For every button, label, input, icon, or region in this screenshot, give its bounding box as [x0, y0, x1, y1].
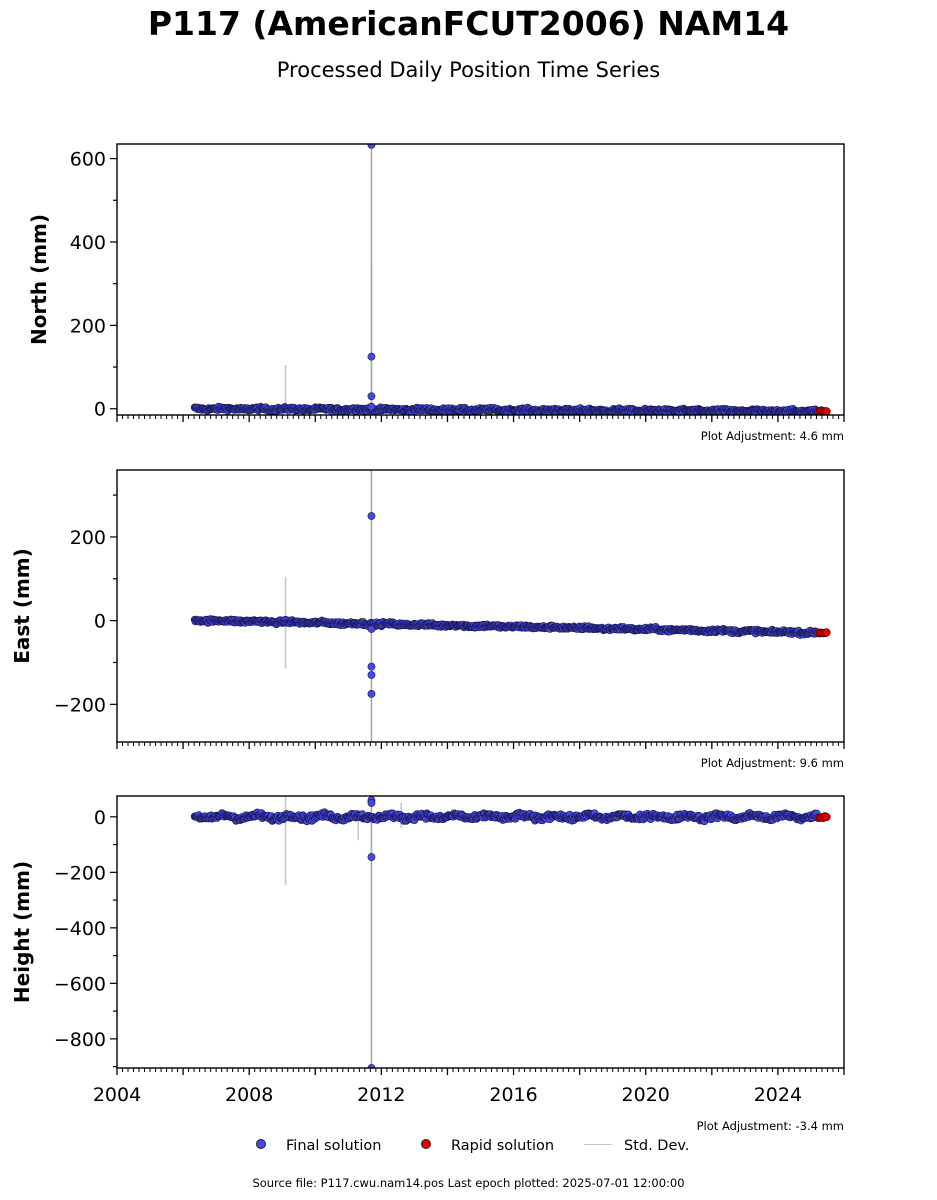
rapid-solution-marker	[421, 1139, 431, 1149]
final-solution-outlier	[367, 512, 376, 520]
y-tick-label: 200	[70, 315, 106, 337]
chart-subtitle: Processed Daily Position Time Series	[276, 58, 661, 82]
final-solution-outlier	[367, 144, 376, 149]
final-solution-outlier	[367, 352, 376, 361]
final-solution-outlier	[367, 662, 376, 671]
source-footer: Source file: P117.cwu.nam14.pos Last epo…	[252, 1176, 685, 1190]
y-tick-label: 0	[94, 399, 106, 421]
y-tick-label: 600	[70, 149, 106, 171]
x-tick-label: 2024	[754, 1084, 802, 1106]
final-solution-outlier	[367, 689, 376, 698]
y-tick-label: −200	[54, 694, 106, 716]
rapid-solution-point	[822, 407, 831, 415]
y-axis-label: North (mm)	[27, 214, 51, 345]
panel-north: 0 200 400 600 North (mm) Plot Adjustment: 4.6…	[27, 143, 845, 443]
y-axis-label: Height (mm)	[10, 861, 34, 1003]
final-solution-outlier	[367, 625, 376, 633]
legend-rapid-label: Rapid solution	[451, 1138, 555, 1154]
final-solution-outlier	[367, 1064, 376, 1068]
panel-data-height	[190, 796, 831, 1068]
y-tick-label: 0	[94, 611, 106, 633]
final-solution-outlier	[367, 799, 376, 807]
x-tick-label: 2012	[357, 1084, 405, 1106]
panel-height: −800 −600 −400 −200 0 2004 2008 2012 2016 2020 202…	[10, 795, 845, 1133]
final-solution-outlier	[367, 392, 376, 401]
rapid-solution-point	[822, 628, 831, 637]
panel-frame	[116, 469, 845, 743]
y-tick-label: 0	[94, 807, 106, 829]
y-tick-label: −400	[54, 918, 106, 940]
panel-data-north	[190, 144, 831, 415]
legend-final-label: Final solution	[286, 1138, 382, 1154]
x-tick-label: 2008	[225, 1084, 273, 1106]
final-solution-outlier	[367, 402, 376, 411]
legend-std: Std. Dev.	[584, 1138, 689, 1154]
plot-adjustment-note: Plot Adjustment: 4.6 mm	[701, 429, 844, 443]
rapid-solution-point	[822, 812, 831, 822]
x-tick-label: 2004	[93, 1084, 141, 1106]
y-tick-label: −600	[54, 973, 106, 995]
panel-data-east	[190, 470, 831, 742]
legend-std-label: Std. Dev.	[624, 1138, 690, 1154]
plot-adjustment-note: Plot Adjustment: 9.6 mm	[701, 756, 844, 770]
final-solution-outlier	[367, 671, 376, 679]
panel-frame	[116, 795, 845, 1069]
final-solution-outlier	[367, 853, 376, 861]
plot-adjustment-note: Plot Adjustment: -3.4 mm	[697, 1119, 844, 1133]
panel-east: −200 0 200 East (mm) Plot Adjustment: 9.6 mm	[10, 469, 845, 770]
x-tick-label: 2016	[489, 1084, 537, 1106]
y-tick-label: −800	[54, 1029, 106, 1051]
std-dev-marker	[584, 1143, 612, 1145]
y-axis-label: East (mm)	[10, 548, 34, 664]
final-solution-marker	[256, 1139, 266, 1149]
y-tick-label: 200	[70, 527, 106, 549]
y-tick-label: 400	[70, 232, 106, 254]
legend-final: Final solution	[256, 1138, 381, 1154]
chart-title: P117 (AmericanFCUT2006) NAM14	[147, 4, 790, 43]
x-tick-label: 2020	[622, 1084, 670, 1106]
legend-rapid: Rapid solution	[421, 1138, 554, 1154]
panel-frame	[116, 143, 845, 416]
y-tick-label: −200	[54, 862, 106, 884]
